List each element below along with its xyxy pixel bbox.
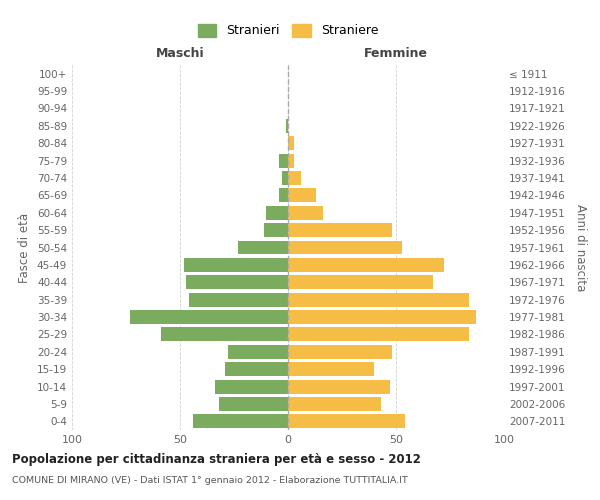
Bar <box>161 328 288 342</box>
Bar <box>238 240 288 254</box>
Bar <box>288 206 323 220</box>
Bar <box>288 258 443 272</box>
Bar <box>288 136 295 150</box>
Text: Femmine: Femmine <box>364 47 428 60</box>
Bar <box>264 223 288 237</box>
Bar <box>288 345 392 358</box>
Bar <box>286 119 288 133</box>
Bar <box>288 397 381 411</box>
Bar <box>288 362 374 376</box>
Bar <box>219 397 288 411</box>
Bar <box>188 292 288 306</box>
Bar <box>193 414 288 428</box>
Bar <box>288 171 301 185</box>
Bar <box>187 276 288 289</box>
Bar <box>288 310 476 324</box>
Bar <box>281 171 288 185</box>
Y-axis label: Fasce di età: Fasce di età <box>19 212 31 282</box>
Bar <box>184 258 288 272</box>
Bar <box>288 292 469 306</box>
Bar <box>280 154 288 168</box>
Bar <box>280 188 288 202</box>
Y-axis label: Anni di nascita: Anni di nascita <box>574 204 587 291</box>
Bar <box>266 206 288 220</box>
Bar <box>226 362 288 376</box>
Bar <box>288 414 404 428</box>
Bar <box>288 188 316 202</box>
Text: COMUNE DI MIRANO (VE) - Dati ISTAT 1° gennaio 2012 - Elaborazione TUTTITALIA.IT: COMUNE DI MIRANO (VE) - Dati ISTAT 1° ge… <box>12 476 408 485</box>
Bar <box>288 380 389 394</box>
Bar <box>227 345 288 358</box>
Bar <box>288 154 295 168</box>
Bar <box>130 310 288 324</box>
Bar <box>288 276 433 289</box>
Text: Popolazione per cittadinanza straniera per età e sesso - 2012: Popolazione per cittadinanza straniera p… <box>12 452 421 466</box>
Text: Maschi: Maschi <box>155 47 205 60</box>
Bar <box>288 328 469 342</box>
Bar <box>288 240 403 254</box>
Bar <box>288 223 392 237</box>
Legend: Stranieri, Straniere: Stranieri, Straniere <box>197 24 379 38</box>
Bar <box>215 380 288 394</box>
